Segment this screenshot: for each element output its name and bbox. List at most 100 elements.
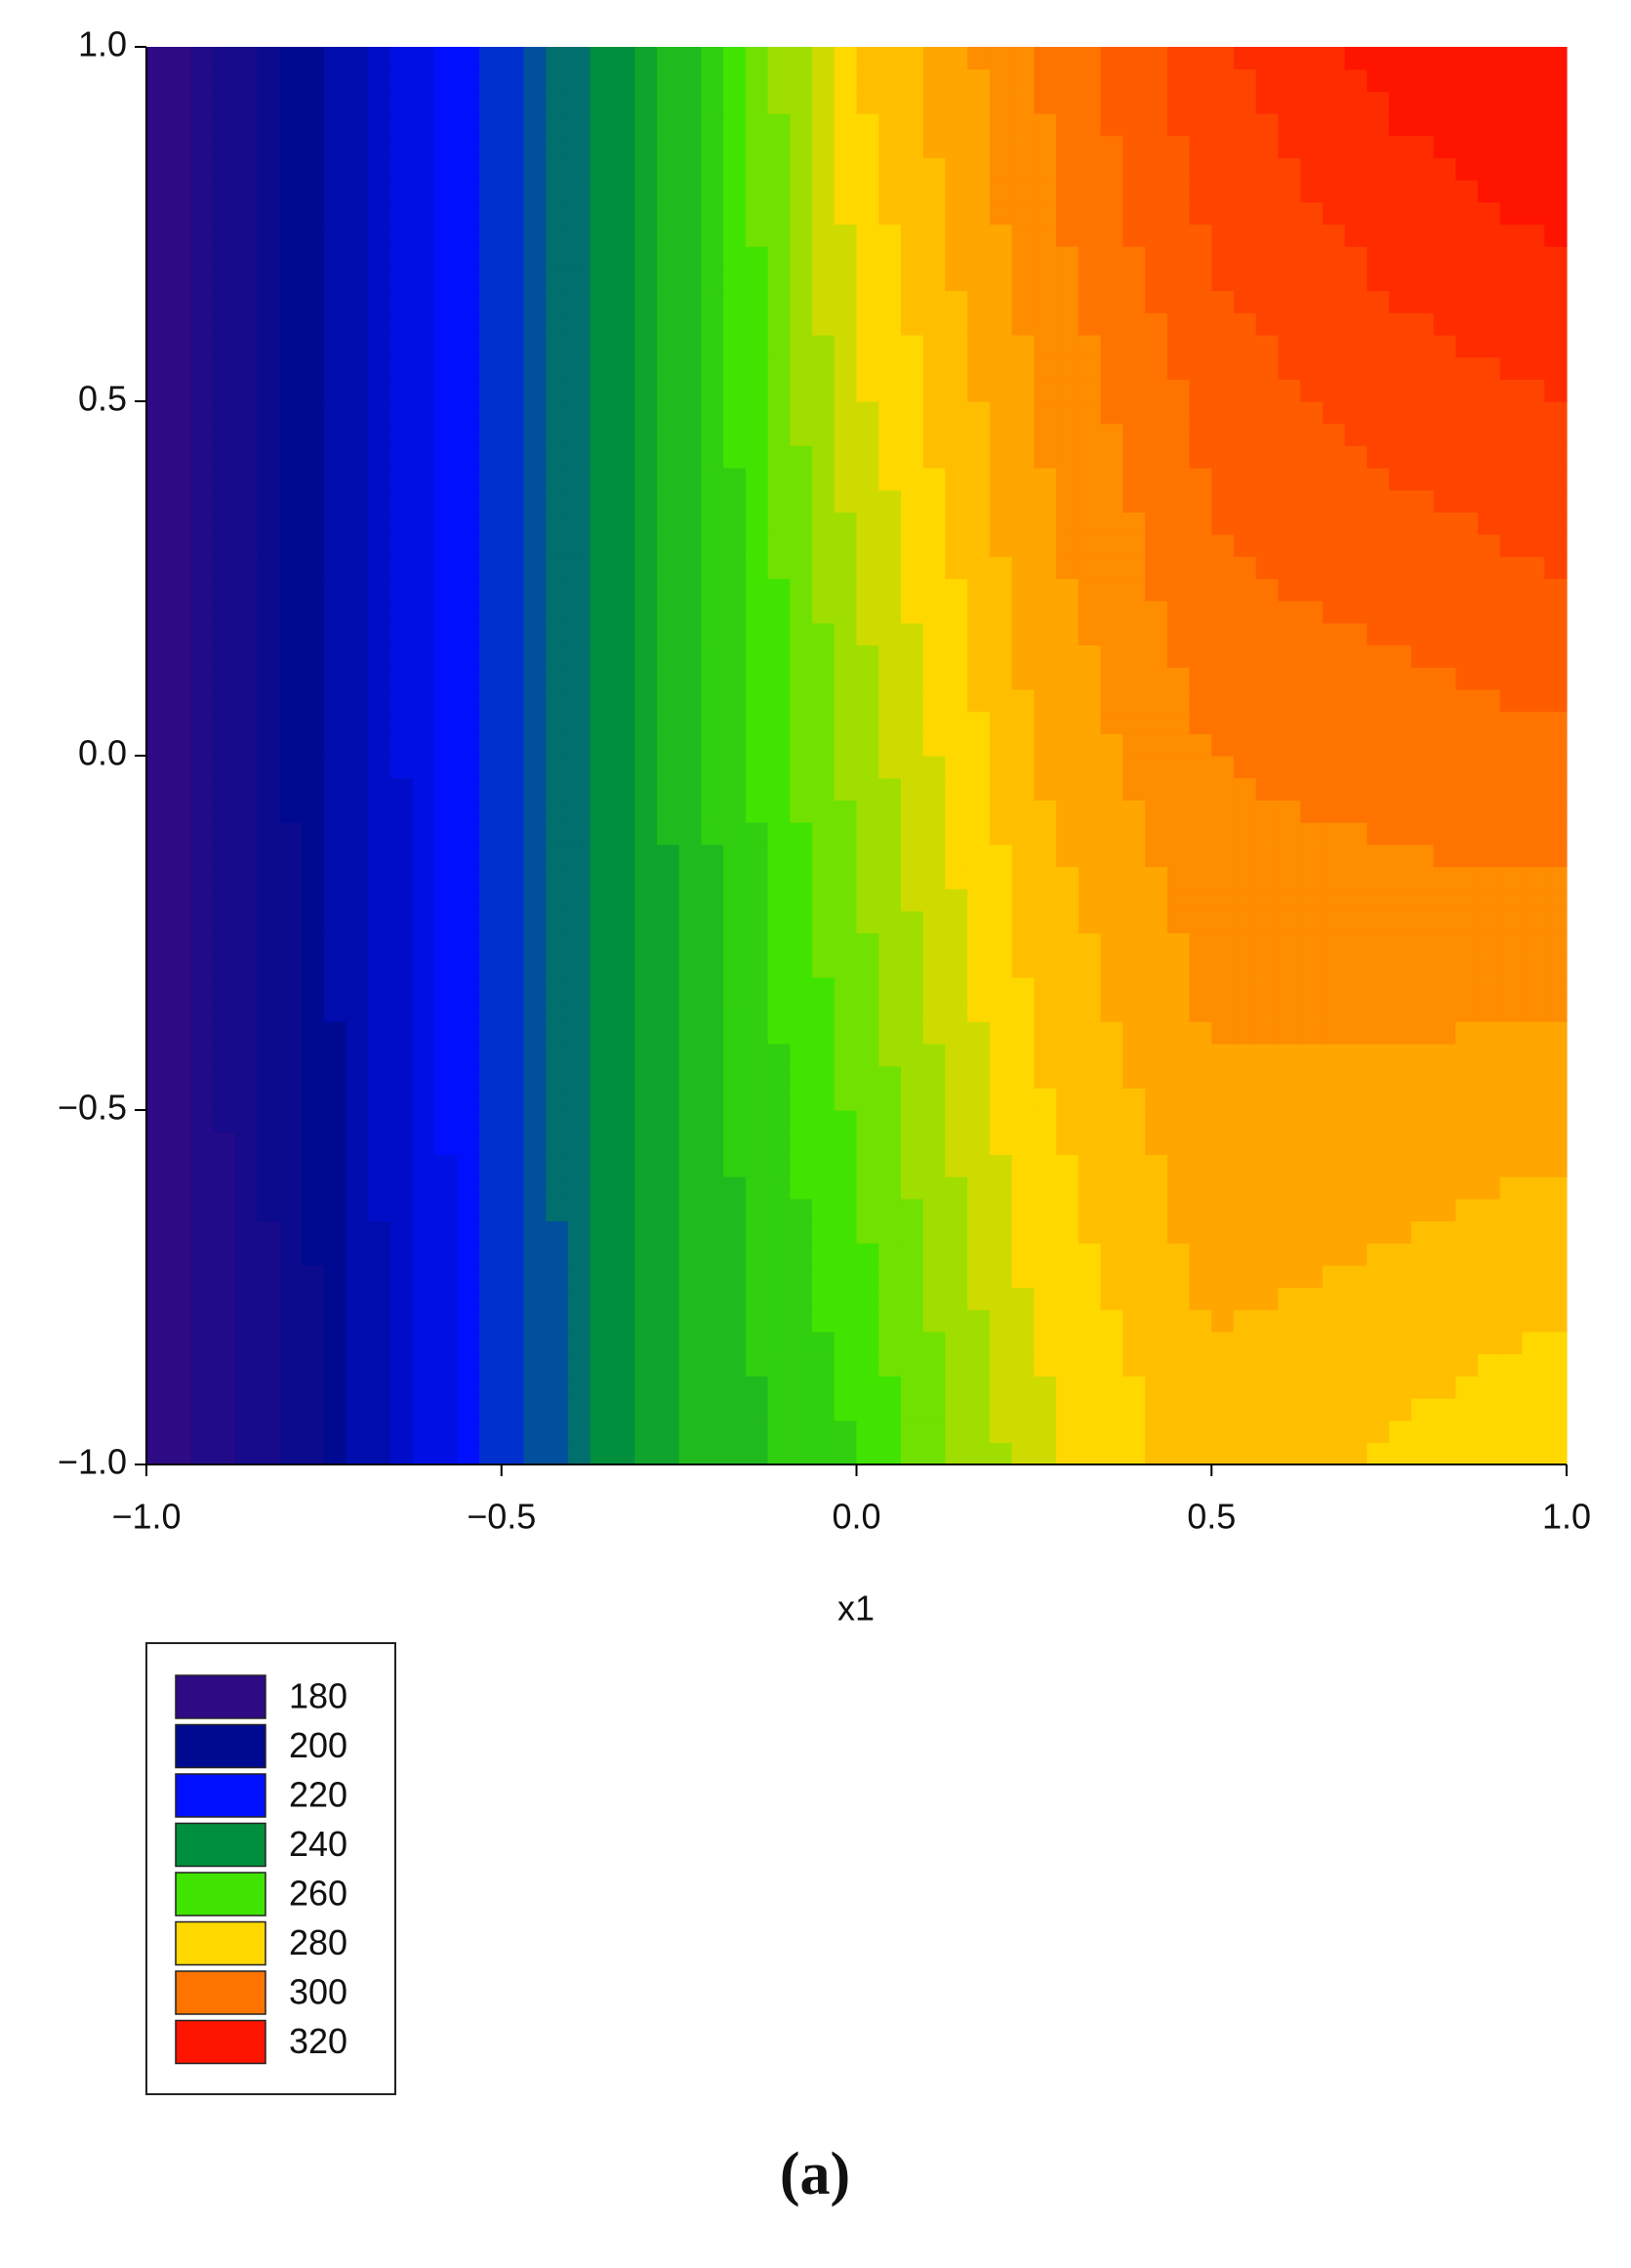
contour-cell	[346, 534, 369, 557]
contour-cell	[302, 556, 325, 580]
contour-cell	[967, 1065, 991, 1089]
contour-cell	[834, 777, 858, 801]
contour-cell	[1166, 1287, 1191, 1310]
contour-cell	[922, 688, 947, 713]
contour-cell	[368, 1176, 391, 1200]
contour-cell	[546, 445, 569, 469]
contour-cell	[967, 756, 991, 779]
contour-cell	[323, 512, 347, 535]
contour-cell	[1211, 800, 1235, 823]
contour-cell	[302, 844, 325, 868]
contour-cell	[1344, 777, 1367, 801]
contour-cell	[1145, 290, 1168, 313]
contour-cell	[989, 47, 1013, 70]
contour-cell	[479, 157, 503, 181]
contour-cell	[1078, 489, 1102, 514]
contour-cell	[523, 1110, 547, 1134]
contour-cell	[1410, 976, 1435, 1001]
contour-cell	[1189, 999, 1212, 1022]
contour-cell	[834, 1220, 858, 1244]
contour-cell	[1322, 711, 1346, 734]
contour-cell	[1233, 622, 1257, 646]
contour-cell	[1189, 800, 1212, 823]
contour-cell	[1011, 423, 1035, 446]
contour-cell	[723, 999, 747, 1022]
contour-cell	[323, 91, 347, 114]
contour-cell	[1255, 866, 1280, 889]
contour-cell	[1344, 733, 1367, 757]
contour-cell	[590, 1331, 614, 1355]
contour-cell	[390, 932, 414, 956]
contour-cell	[479, 1331, 503, 1355]
contour-cell	[1322, 135, 1346, 159]
contour-cell	[346, 246, 369, 269]
contour-cell	[745, 1287, 769, 1310]
contour-cell	[1366, 91, 1390, 114]
legend-label: 200	[289, 1725, 347, 1765]
contour-cell	[234, 1220, 259, 1244]
contour-cell	[767, 489, 791, 514]
contour-cell	[1189, 688, 1212, 713]
contour-cell	[590, 201, 614, 226]
contour-cell	[1255, 1264, 1280, 1289]
contour-cell	[346, 1198, 369, 1222]
contour-cell	[1189, 1154, 1212, 1177]
contour-cell	[1499, 1287, 1524, 1310]
contour-cell	[967, 955, 991, 978]
contour-cell	[168, 910, 192, 934]
contour-cell	[546, 822, 569, 845]
legend-swatch	[175, 1723, 266, 1769]
contour-cell	[168, 1442, 192, 1465]
contour-cell	[1544, 866, 1568, 889]
contour-cell	[302, 756, 325, 779]
contour-cell	[1122, 667, 1146, 690]
contour-cell	[1344, 800, 1367, 823]
contour-cell	[1389, 356, 1412, 380]
contour-cell	[523, 1154, 547, 1177]
contour-cell	[257, 135, 281, 159]
contour-cell	[1300, 113, 1324, 137]
contour-cell	[1389, 246, 1412, 269]
contour-cell	[678, 468, 702, 491]
contour-cell	[989, 800, 1013, 823]
contour-cell	[723, 1154, 747, 1177]
contour-cell	[501, 910, 525, 934]
contour-cell	[900, 888, 924, 912]
contour-cell	[922, 290, 947, 313]
contour-cell	[634, 644, 658, 668]
contour-cell	[412, 578, 436, 601]
contour-cell	[878, 512, 902, 535]
contour-cell	[1389, 201, 1412, 226]
contour-cell	[1478, 312, 1501, 336]
contour-cell	[812, 1132, 836, 1155]
contour-cell	[323, 866, 347, 889]
contour-cell	[612, 667, 635, 690]
contour-cell	[723, 334, 747, 358]
contour-cell	[1233, 334, 1257, 358]
contour-cell	[1122, 1376, 1146, 1399]
contour-cell	[922, 1176, 947, 1200]
contour-cell	[856, 1420, 879, 1443]
contour-cell	[1255, 379, 1280, 402]
contour-cell	[1056, 180, 1080, 203]
contour-cell	[368, 489, 391, 514]
contour-cell	[1166, 401, 1191, 425]
contour-cell	[634, 578, 658, 601]
contour-cell	[1100, 1198, 1123, 1222]
contour-cell	[634, 356, 658, 380]
contour-cell	[190, 800, 214, 823]
contour-cell	[900, 113, 924, 137]
contour-cell	[1189, 1088, 1212, 1111]
contour-cell	[989, 556, 1013, 580]
contour-cell	[1478, 180, 1501, 203]
contour-cell	[812, 1420, 836, 1443]
contour-cell	[745, 1397, 769, 1422]
contour-cell	[834, 201, 858, 226]
contour-cell	[412, 312, 436, 336]
contour-cell	[234, 688, 259, 713]
contour-cell	[834, 932, 858, 956]
contour-cell	[723, 423, 747, 446]
contour-cell	[1366, 955, 1390, 978]
contour-cell	[1544, 1088, 1568, 1111]
contour-cell	[701, 180, 724, 203]
